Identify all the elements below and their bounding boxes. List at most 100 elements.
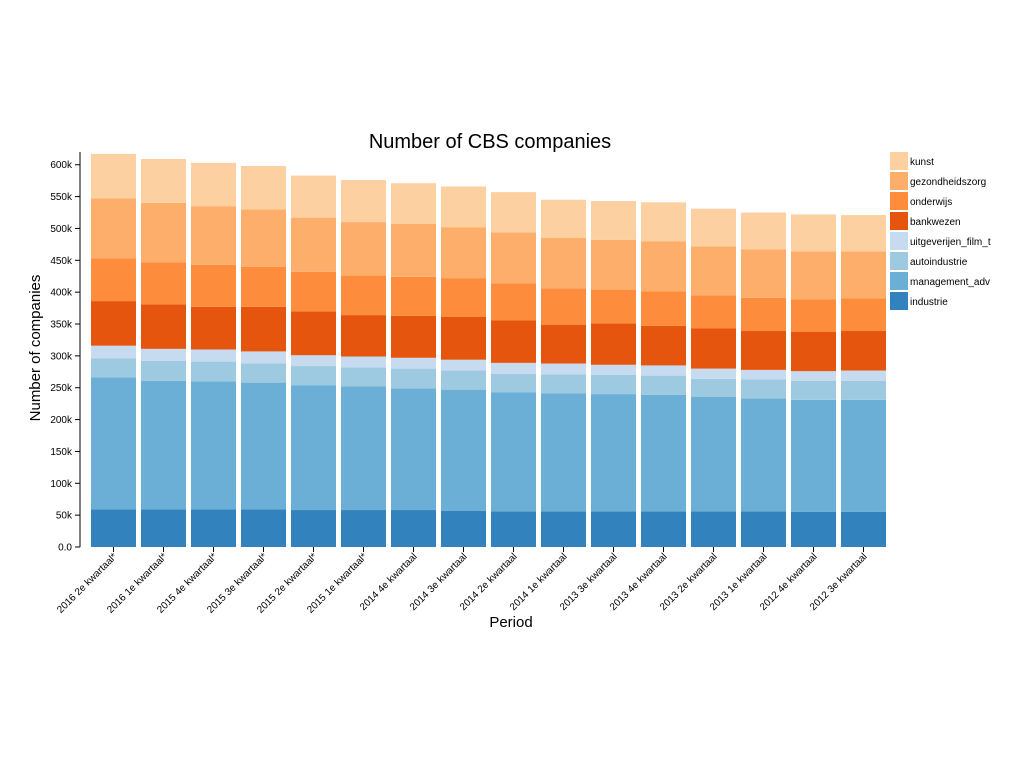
- bar-segment-autoindustrie: [591, 374, 636, 395]
- bar-segment-industrie: [491, 511, 536, 547]
- bar-segment-autoindustrie: [491, 373, 536, 393]
- bar-segment-gezondheidszorg: [741, 249, 786, 298]
- legend-swatch-management_adv: [890, 272, 908, 290]
- bar-segment-autoindustrie: [791, 380, 836, 400]
- bar-segment-industrie: [191, 509, 236, 547]
- bar-segment-management_adv: [541, 393, 586, 512]
- bar-segment-industrie: [591, 511, 636, 547]
- bar-segment-onderwijs: [741, 297, 786, 332]
- bar-segment-management_adv: [441, 389, 486, 511]
- bar-segment-gezondheidszorg: [391, 223, 436, 277]
- bar-segment-kunst: [791, 214, 836, 252]
- bar-segment-gezondheidszorg: [91, 198, 136, 259]
- bar-segment-uitgeverijen_film_t: [841, 370, 886, 381]
- y-axis: 0.0 50k 100k 150k 200k 250k 300k 350k 400k 450k 50…: [50, 152, 81, 554]
- bar-segment-bankwezen: [291, 311, 336, 356]
- bar-segment-autoindustrie: [91, 358, 136, 378]
- x-axis: 2016 2e kwartaal*2016 1e kwartaal*2015 4…: [55, 547, 870, 616]
- bar-segment-autoindustrie: [141, 360, 186, 381]
- bar-segment-kunst: [491, 192, 536, 233]
- bar-segment-management_adv: [141, 380, 186, 510]
- y-tick-label: 450k: [50, 256, 73, 267]
- bar-segment-kunst: [291, 175, 336, 218]
- bar-segment-kunst: [391, 183, 436, 224]
- bar-segment-gezondheidszorg: [441, 227, 486, 279]
- bar-segment-onderwijs: [341, 275, 386, 316]
- bar-segment-bankwezen: [591, 323, 636, 365]
- bar-segment-industrie: [541, 511, 586, 547]
- bar-segment-bankwezen: [141, 304, 186, 349]
- bar-segment-management_adv: [341, 386, 386, 511]
- y-tick-label: 400k: [50, 288, 73, 299]
- bar-segment-gezondheidszorg: [341, 222, 386, 276]
- bar-segment-bankwezen: [691, 328, 736, 369]
- bar-segment-autoindustrie: [191, 361, 236, 382]
- bar-segment-autoindustrie: [341, 367, 386, 387]
- legend-label-uitgeverijen_film_t: uitgeverijen_film_t: [910, 237, 991, 248]
- legend-swatch-onderwijs: [890, 192, 908, 210]
- y-tick-label: 600k: [50, 160, 73, 171]
- bar-segment-kunst: [641, 202, 686, 242]
- bar-segment-kunst: [741, 212, 786, 250]
- legend-swatch-industrie: [890, 292, 908, 310]
- y-tick-label: 500k: [50, 224, 73, 235]
- bar-segment-gezondheidszorg: [291, 217, 336, 272]
- bar-segment-kunst: [541, 199, 586, 239]
- bar-segment-gezondheidszorg: [841, 251, 886, 299]
- y-tick-label: 0.0: [58, 543, 72, 554]
- bar-segment-gezondheidszorg: [591, 239, 636, 290]
- y-tick-label: 300k: [50, 351, 73, 362]
- bar-segment-onderwijs: [91, 258, 136, 302]
- bar-segment-gezondheidszorg: [791, 251, 836, 300]
- legend-label-gezondheidszorg: gezondheidszorg: [910, 177, 986, 188]
- bar-segment-uitgeverijen_film_t: [541, 363, 586, 375]
- bar-segment-industrie: [641, 511, 686, 547]
- bar-segment-kunst: [341, 180, 386, 223]
- y-tick-label: 550k: [50, 192, 73, 203]
- bar-segment-onderwijs: [691, 295, 736, 329]
- bar-segment-industrie: [141, 509, 186, 547]
- legend-label-industrie: industrie: [910, 297, 948, 308]
- bar-segment-bankwezen: [391, 315, 436, 358]
- bar-segment-bankwezen: [191, 306, 236, 350]
- bar-segment-onderwijs: [241, 266, 286, 307]
- bar-segment-onderwijs: [391, 276, 436, 316]
- bar-segment-kunst: [141, 159, 186, 203]
- legend-label-bankwezen: bankwezen: [910, 217, 961, 228]
- bar-segment-management_adv: [91, 377, 136, 510]
- bar-segment-uitgeverijen_film_t: [341, 356, 386, 368]
- bar-segment-onderwijs: [641, 291, 686, 326]
- bar-segment-bankwezen: [841, 331, 886, 371]
- legend-label-management_adv: management_adv: [910, 277, 990, 288]
- bar-segment-management_adv: [591, 394, 636, 512]
- bar-segment-bankwezen: [741, 331, 786, 370]
- bar-segment-kunst: [441, 186, 486, 228]
- chart-title: Number of CBS companies: [369, 131, 611, 153]
- bars-group: [91, 153, 886, 547]
- bar-segment-industrie: [291, 510, 336, 547]
- bar-segment-management_adv: [741, 398, 786, 512]
- bar-segment-industrie: [841, 511, 886, 547]
- bar-segment-kunst: [591, 201, 636, 240]
- bar-segment-industrie: [691, 511, 736, 547]
- bar-segment-onderwijs: [441, 278, 486, 318]
- y-tick-label: 50k: [56, 511, 73, 522]
- bar-segment-kunst: [191, 162, 236, 207]
- bar-segment-autoindustrie: [641, 375, 686, 395]
- bar-segment-bankwezen: [491, 320, 536, 363]
- bar-segment-onderwijs: [841, 298, 886, 332]
- bar-segment-autoindustrie: [391, 368, 436, 389]
- bar-segment-management_adv: [241, 382, 286, 510]
- bar-segment-uitgeverijen_film_t: [491, 362, 536, 374]
- bar-segment-onderwijs: [191, 264, 236, 307]
- bar-segment-management_adv: [841, 399, 886, 512]
- bar-segment-uitgeverijen_film_t: [441, 359, 486, 371]
- bar-segment-gezondheidszorg: [141, 202, 186, 263]
- legend-label-onderwijs: onderwijs: [910, 197, 952, 208]
- bar-segment-kunst: [241, 166, 286, 210]
- bar-segment-onderwijs: [141, 262, 186, 305]
- bar-segment-kunst: [91, 153, 136, 199]
- bar-segment-bankwezen: [791, 331, 836, 372]
- bar-segment-uitgeverijen_film_t: [691, 368, 736, 379]
